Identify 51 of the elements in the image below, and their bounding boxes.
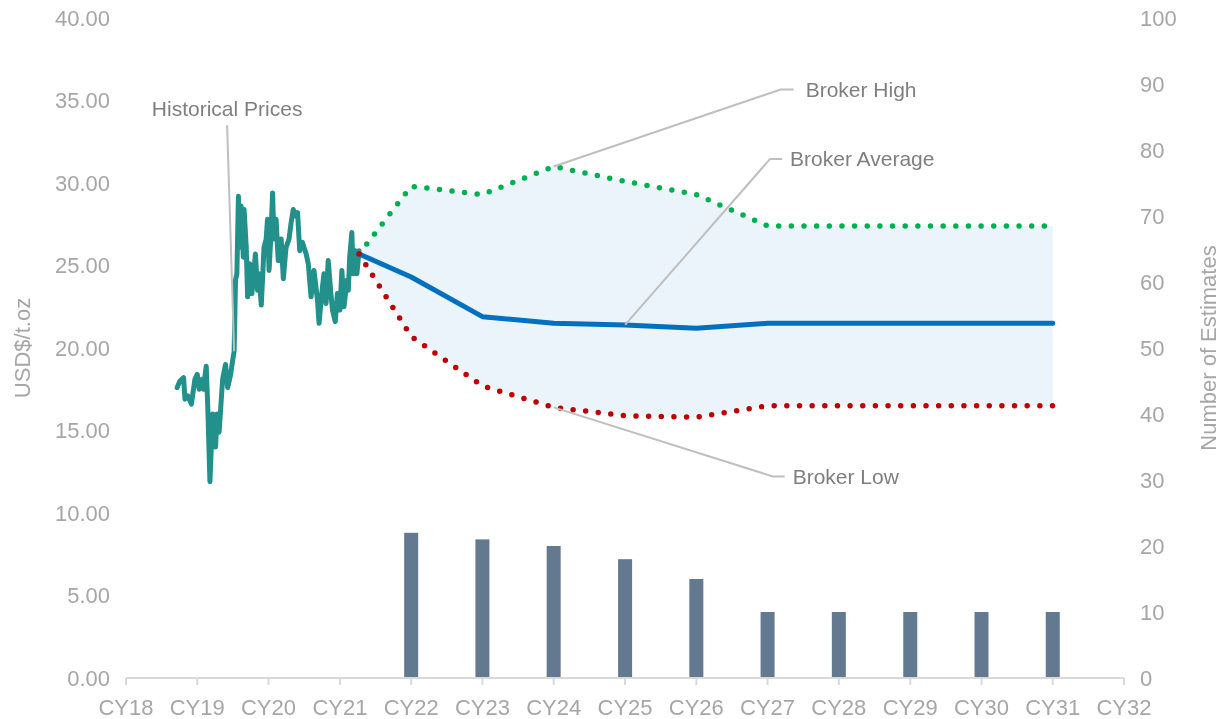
y2-tick-label: 100 (1140, 5, 1177, 31)
bar (974, 612, 989, 678)
bar (831, 612, 846, 678)
y2-tick-label: 70 (1140, 203, 1165, 229)
y-tick-label: 25.00 (54, 253, 110, 279)
y2-tick-label: 60 (1140, 269, 1165, 295)
y2-tick-label: 50 (1140, 335, 1165, 361)
x-tick-label: CY28 (811, 694, 867, 719)
x-tick-label: CY26 (668, 694, 724, 719)
x-tick-label: CY31 (1025, 694, 1081, 719)
x-tick-label: CY23 (454, 694, 510, 719)
bar (546, 546, 561, 678)
x-tick-label: CY19 (169, 694, 225, 719)
text: Broker Average (790, 147, 935, 171)
y-tick-label: 10.00 (54, 500, 110, 526)
bar (1045, 612, 1060, 678)
x-tick-label: CY27 (740, 694, 796, 719)
x-tick-label: CY24 (526, 694, 582, 719)
text: Historical Prices (151, 96, 303, 120)
y-axis-title: USD$/t.oz (9, 297, 35, 399)
y2-tick-label: 90 (1140, 71, 1165, 97)
y2-tick-label: 10 (1140, 599, 1165, 625)
y2-tick-label: 80 (1140, 137, 1165, 163)
y-tick-label: 5.00 (67, 583, 110, 609)
text: Broker Low (792, 464, 900, 488)
x-tick-label: CY30 (953, 694, 1010, 719)
y-tick-label: 15.00 (54, 418, 110, 444)
y-tick-label: 30.00 (54, 170, 110, 196)
x-tick-label: CY32 (1096, 694, 1152, 719)
y-tick-label: 35.00 (54, 88, 110, 114)
x-tick-label: CY18 (98, 694, 154, 719)
y-tick-label: 0.00 (67, 665, 110, 691)
x-tick-label: CY22 (383, 694, 439, 719)
bar (903, 612, 918, 678)
bar (760, 612, 775, 678)
x-tick-label: CY20 (240, 694, 297, 719)
y2-axis-title: Number of Estimates (1195, 245, 1221, 451)
y2-tick-label: 0 (1140, 665, 1153, 691)
x-tick-label: CY21 (312, 694, 368, 719)
text: Broker High (805, 78, 917, 101)
y2-tick-label: 30 (1140, 467, 1165, 493)
x-tick-label: CY29 (882, 694, 938, 719)
bar (618, 559, 633, 678)
y-tick-label: 20.00 (54, 335, 110, 361)
bar (404, 532, 419, 678)
y2-tick-label: 20 (1140, 533, 1165, 559)
y-tick-label: 40.00 (54, 5, 110, 31)
y2-tick-label: 40 (1140, 401, 1165, 427)
x-tick-label: CY25 (597, 694, 653, 719)
bar (475, 539, 490, 678)
bar (689, 579, 704, 678)
